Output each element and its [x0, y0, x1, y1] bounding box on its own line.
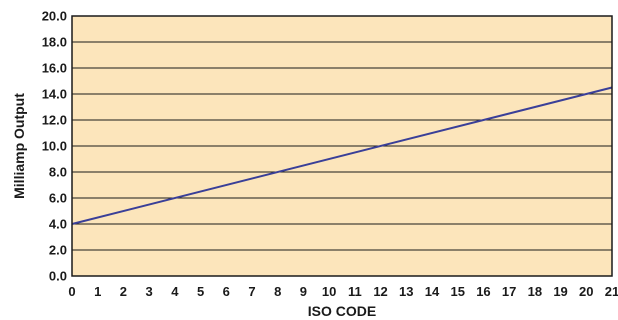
x-tick-label: 3	[146, 284, 153, 299]
x-tick-label: 6	[223, 284, 230, 299]
x-tick-label: 12	[373, 284, 387, 299]
y-tick-label: 2.0	[49, 243, 67, 258]
x-tick-label: 8	[274, 284, 281, 299]
x-tick-label: 7	[248, 284, 255, 299]
y-tick-label: 14.0	[42, 87, 67, 102]
y-tick-label: 8.0	[49, 165, 67, 180]
x-tick-label: 14	[425, 284, 440, 299]
x-tick-label: 9	[300, 284, 307, 299]
y-tick-label: 6.0	[49, 191, 67, 206]
x-tick-label: 10	[322, 284, 336, 299]
y-tick-label: 18.0	[42, 35, 67, 50]
x-tick-label: 15	[450, 284, 464, 299]
y-tick-label: 4.0	[49, 217, 67, 232]
series-line	[71, 86, 613, 225]
y-axis-title: Milliamp Output	[11, 93, 27, 199]
x-tick-label: 16	[476, 284, 490, 299]
x-tick-label: 18	[528, 284, 542, 299]
y-tick-label: 16.0	[42, 61, 67, 76]
grid-lines	[72, 41, 612, 251]
plot-frame	[71, 15, 613, 277]
y-tick-labels: 0.0 2.0 4.0 6.0 8.0 10.0 12.0 14.0 16.0 18.0 20.0	[42, 9, 67, 284]
x-tick-label: 20	[579, 284, 593, 299]
x-tick-label: 2	[120, 284, 127, 299]
y-tick-label: 12.0	[42, 113, 67, 128]
y-tick-label: 0.0	[49, 269, 67, 284]
x-tick-label: 21	[605, 284, 618, 299]
x-tick-labels: 0 1 2 3 4 5 6 7 8 9 10 11 12 13 14 15 16 17 18 19 20 21	[68, 284, 618, 299]
y-tick-label: 20.0	[42, 9, 67, 24]
y-tick-label: 10.0	[42, 139, 67, 154]
x-axis-title: ISO CODE	[308, 303, 376, 319]
x-tick-label: 0	[68, 284, 75, 299]
x-tick-label: 19	[553, 284, 567, 299]
x-tick-label: 17	[502, 284, 516, 299]
x-tick-label: 5	[197, 284, 204, 299]
x-tick-label: 11	[348, 284, 362, 299]
x-tick-label: 13	[399, 284, 413, 299]
x-tick-label: 1	[94, 284, 101, 299]
x-tick-label: 4	[171, 284, 179, 299]
series-layer	[71, 86, 613, 225]
